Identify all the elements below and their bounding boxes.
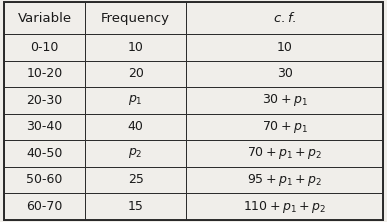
Bar [86,61,186,87]
Text: 10: 10 [128,41,144,54]
Text: 10: 10 [277,41,293,54]
Bar [4,193,86,220]
Text: 15: 15 [128,200,144,213]
Text: $p_2$: $p_2$ [128,147,143,161]
Bar [186,140,383,167]
Bar [186,114,383,140]
Bar [4,140,86,167]
Text: $70 + p_1 + p_2$: $70 + p_1 + p_2$ [247,145,322,161]
Bar [186,34,383,61]
Text: $c.f.$: $c.f.$ [273,11,296,25]
Bar [86,167,186,193]
Bar [86,2,186,34]
Text: 25: 25 [128,173,144,186]
Text: 40-50: 40-50 [26,147,63,160]
Text: 20: 20 [128,67,144,80]
Bar [186,2,383,34]
Bar [4,61,86,87]
Bar [186,61,383,87]
Text: $30 + p_1$: $30 + p_1$ [262,92,308,108]
Bar [4,34,86,61]
Text: $110 + p_1 + p_2$: $110 + p_1 + p_2$ [243,198,326,214]
Text: 0-10: 0-10 [31,41,59,54]
Bar [4,114,86,140]
Bar [86,87,186,114]
Text: 30: 30 [277,67,293,80]
Bar [186,167,383,193]
Bar [186,193,383,220]
Bar [4,87,86,114]
Bar [86,193,186,220]
Text: 60-70: 60-70 [26,200,63,213]
Bar [86,114,186,140]
Bar [4,167,86,193]
Bar [4,2,86,34]
Text: Variable: Variable [17,12,72,25]
Text: 40: 40 [128,120,144,133]
Text: Frequency: Frequency [101,12,170,25]
Bar [86,140,186,167]
Text: $95 + p_1 + p_2$: $95 + p_1 + p_2$ [247,172,322,188]
Text: $70 + p_1$: $70 + p_1$ [262,119,308,135]
Bar [86,34,186,61]
Bar [186,87,383,114]
Text: $p_1$: $p_1$ [128,93,143,107]
Text: 30-40: 30-40 [27,120,63,133]
Text: 50-60: 50-60 [26,173,63,186]
Text: 10-20: 10-20 [27,67,63,80]
Text: 20-30: 20-30 [27,94,63,107]
